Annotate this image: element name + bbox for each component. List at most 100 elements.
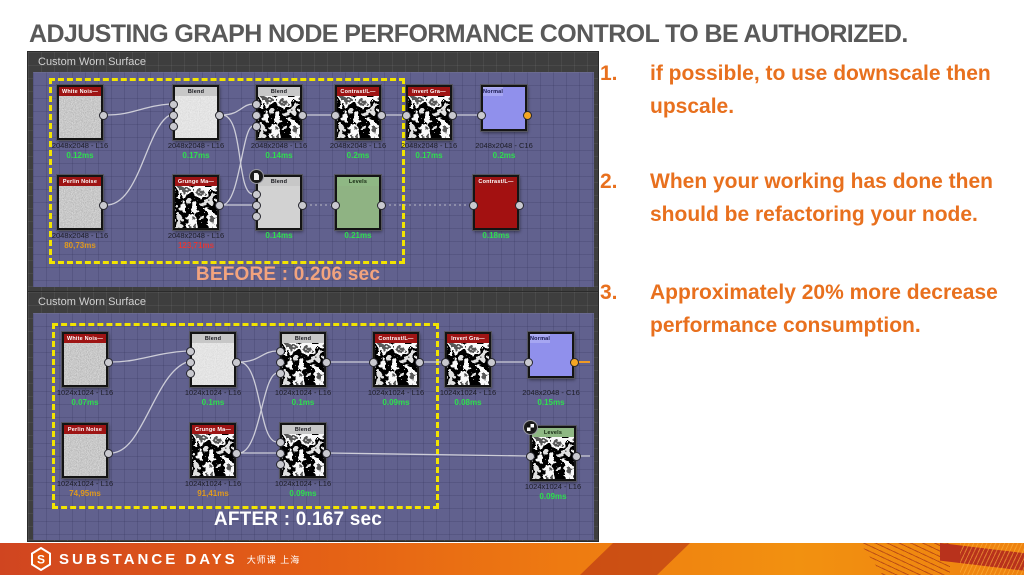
graph-node[interactable]: Levels [530,426,576,481]
node-resolution-label: 2048x2048 - C16 [522,388,580,397]
graph-node[interactable]: Contrast/L— [335,85,381,140]
node-port-output[interactable] [104,449,113,458]
node-port-output[interactable] [377,111,386,120]
node-port-input[interactable] [276,449,285,458]
node-port-input[interactable] [252,111,261,120]
node-thumbnail [408,96,450,138]
node-port-output[interactable] [99,111,108,120]
node-title: Contrast/L— [337,87,379,96]
node-thumbnail [258,96,300,138]
node-port-input[interactable] [526,452,535,461]
timing-badge: AFTER : 0.167 sec [213,509,383,530]
node-port-output[interactable] [104,358,113,367]
node-title: Normal [483,87,504,96]
node-thumbnail [447,343,489,385]
node-graph-after[interactable]: White Nois— 1024x1024 - L16 0.07ms Blend 102… [28,292,598,541]
graph-node[interactable]: Grunge Ma— [190,423,236,478]
node-port-input[interactable] [524,358,533,367]
graph-node[interactable]: White Nois— [57,85,103,140]
node-port-output[interactable] [448,111,457,120]
node-port-output[interactable] [298,201,307,210]
graph-node[interactable]: Contrast/L— [373,332,419,387]
node-port-input[interactable] [169,122,178,131]
footer-banner: S SUBSTANCE DAYS 大师课 上海 [0,543,1024,575]
graph-node[interactable]: Blend [280,423,326,478]
node-port-output[interactable] [515,201,524,210]
node-title: Blend [192,334,234,343]
node-port-input[interactable] [169,111,178,120]
graph-node[interactable]: Blend [173,85,219,140]
graph-node[interactable]: Blend [190,332,236,387]
node-title: Levels [532,428,574,437]
graph-node[interactable]: Levels [335,175,381,230]
graph-node[interactable]: Perlin Noise [57,175,103,230]
node-port-input[interactable] [169,100,178,109]
node-port-input[interactable] [469,201,478,210]
node-port-input[interactable] [276,369,285,378]
node-timing-label: 0.15ms [537,398,565,407]
graph-node[interactable]: Grunge Ma— [173,175,219,230]
node-graph-before[interactable]: White Nois— 2048x2048 - L16 0.12ms Blend 204… [28,52,598,292]
node-port-input[interactable] [477,111,486,120]
node-port-output[interactable] [215,201,224,210]
graph-node[interactable]: Blend [256,85,302,140]
node-port-output[interactable] [322,449,331,458]
node-port-input[interactable] [402,111,411,120]
node-port-output[interactable] [377,201,386,210]
node-port-input[interactable] [331,111,340,120]
graph-node[interactable]: White Nois— [62,332,108,387]
graph-node[interactable]: Blend [280,332,326,387]
node-port-input[interactable] [186,369,195,378]
node-title: Blend [282,334,324,343]
node-port-input[interactable] [331,201,340,210]
substance-hexagon-icon: S [31,547,51,571]
node-thumbnail [282,434,324,476]
node-port-output[interactable] [232,358,241,367]
note-number: 1. [600,62,618,85]
node-port-output[interactable] [215,111,224,120]
footer-pattern [960,543,1024,575]
node-port-input[interactable] [276,438,285,447]
note-text: if possible, to use downscale then upsca… [650,62,991,118]
node-checker-icon [523,420,538,435]
graph-node[interactable]: Invert Gra— [445,332,491,387]
node-port-input[interactable] [252,100,261,109]
node-port-input[interactable] [252,212,261,221]
node-port-input[interactable] [276,358,285,367]
selection-marquee [49,78,405,264]
note-item-3: 3. Approximately 20% more decrease perfo… [600,276,1015,342]
node-port-input[interactable] [252,201,261,210]
node-title: Levels [337,177,379,186]
node-port-output[interactable] [99,201,108,210]
note-item-1: 1. if possible, to use downscale then up… [600,57,1015,123]
node-port-output[interactable] [415,358,424,367]
graph-node[interactable]: Normal [528,332,574,378]
node-port-input[interactable] [276,347,285,356]
node-title: Normal [530,334,551,343]
graph-node[interactable]: Contrast/L— [473,175,519,230]
graph-node[interactable]: Blend [256,175,302,230]
node-port-input[interactable] [186,347,195,356]
node-port-input[interactable] [252,122,261,131]
node-port-output[interactable] [572,452,581,461]
node-port-output[interactable] [298,111,307,120]
graph-node[interactable]: Perlin Noise [62,423,108,478]
node-thumbnail [282,343,324,385]
graph-node[interactable]: Invert Gra— [406,85,452,140]
footer-pattern [860,543,950,575]
node-title: Blend [282,425,324,434]
node-port-output[interactable] [232,449,241,458]
node-port-input[interactable] [441,358,450,367]
node-thumbnail [337,96,379,138]
node-thumbnail [175,96,217,138]
node-port-input[interactable] [369,358,378,367]
graph-node[interactable]: Normal [481,85,527,131]
node-port-output[interactable] [570,358,579,367]
node-port-input[interactable] [252,190,261,199]
node-port-output[interactable] [487,358,496,367]
node-port-input[interactable] [186,358,195,367]
node-port-output[interactable] [523,111,532,120]
node-port-output[interactable] [322,358,331,367]
node-port-input[interactable] [276,460,285,469]
node-timing-label: 0.09ms [539,492,567,501]
